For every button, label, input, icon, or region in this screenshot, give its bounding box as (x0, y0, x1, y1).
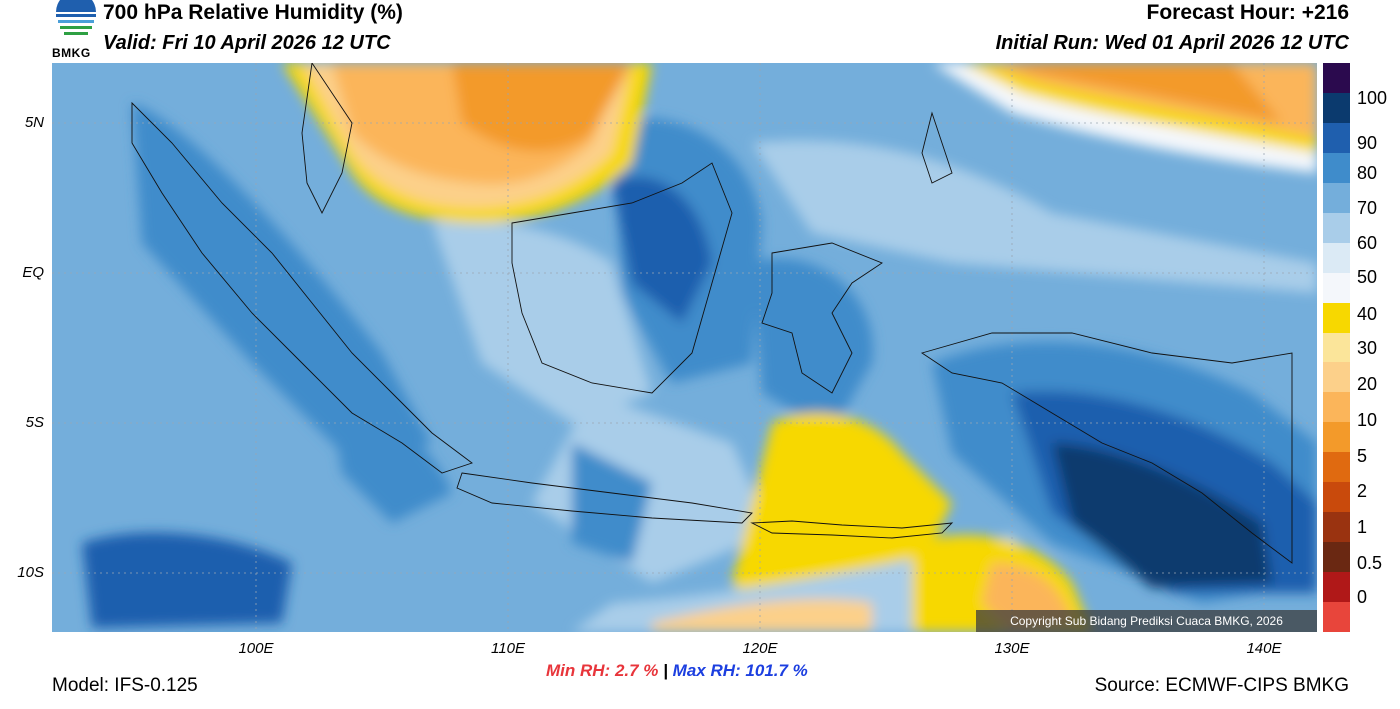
lat-label-5n: 5N (24, 114, 44, 131)
java-outline (456, 472, 753, 524)
colorbar-segment (1323, 63, 1350, 94)
colorbar-segment (1323, 422, 1350, 453)
colorbar-segment (1323, 272, 1350, 304)
borneo-outline (511, 162, 733, 394)
papua-outline (920, 332, 1293, 564)
coastlines (131, 63, 1293, 564)
colorbar-label: 90 (1357, 133, 1378, 153)
colorbar-label: 40 (1357, 304, 1378, 324)
humidity-field (82, 63, 1317, 632)
colorbar-label: 5 (1357, 446, 1368, 466)
lon-label-130e: 130E (994, 640, 1030, 657)
map-title: 700 hPa Relative Humidity (%) (103, 1, 403, 24)
nusa-tenggara-outline (750, 520, 954, 539)
initial-run: Initial Run: Wed 01 April 2026 12 UTC (995, 32, 1349, 54)
model-label: Model: IFS-0.125 (52, 675, 198, 696)
colorbar-segment (1323, 302, 1350, 334)
colorbar-label: 70 (1357, 198, 1378, 218)
colorbar-segment (1323, 452, 1350, 483)
source-label: Source: ECMWF-CIPS BMKG (1094, 675, 1349, 696)
colorbar-segment (1323, 212, 1350, 244)
colorbar-segment (1323, 362, 1350, 393)
sulawesi-outline (761, 242, 883, 394)
lon-label-120e: 120E (742, 640, 778, 657)
lon-label-110e: 110E (491, 640, 525, 657)
lon-label-100e: 100E (238, 640, 274, 657)
colorbar-segment (1323, 542, 1350, 573)
colorbar-label: 0 (1357, 587, 1368, 607)
copyright-notice: Copyright Sub Bidang Prediksi Cuaca BMKG… (976, 610, 1317, 632)
colorbar-label: 50 (1357, 267, 1378, 287)
rh-stats: Min RH: 2.7 % | Max RH: 101.7 % (546, 661, 808, 681)
malay-peninsula-outline (301, 63, 353, 215)
humidity-map (52, 63, 1317, 632)
max-rh-value: 101.7 % (745, 661, 808, 680)
colorbar-label: 1 (1357, 517, 1368, 537)
max-rh-label: Max RH: (672, 661, 741, 680)
colorbar-segment (1323, 152, 1350, 184)
bmkg-logo (56, 0, 96, 40)
philippines-outline (921, 111, 953, 184)
colorbar-segment (1323, 572, 1350, 603)
colorbar-segment (1323, 602, 1350, 633)
colorbar-segment (1323, 482, 1350, 513)
colorbar-segment (1323, 512, 1350, 543)
colorbar-segment (1323, 182, 1350, 214)
colorbar (1323, 63, 1350, 633)
colorbar-segment (1323, 392, 1350, 423)
lat-label-eq: EQ (22, 264, 44, 281)
colorbar-label: 60 (1357, 233, 1378, 253)
lat-label-5s: 5S (25, 414, 44, 431)
forecast-hour: Forecast Hour: +216 (1146, 1, 1350, 24)
colorbar-label: 100 (1357, 88, 1388, 108)
colorbar-segment (1323, 242, 1350, 274)
colorbar-label: 80 (1357, 163, 1378, 183)
colorbar-label: 30 (1357, 338, 1378, 358)
colorbar-segment (1323, 122, 1350, 154)
sumatra-outline (131, 101, 473, 474)
valid-time: Valid: Fri 10 April 2026 12 UTC (103, 32, 391, 54)
colorbar-label: 10 (1357, 410, 1378, 430)
colorbar-segment (1323, 332, 1350, 363)
colorbar-label: 2 (1357, 481, 1368, 501)
lat-label-10s: 10S (17, 564, 44, 581)
lon-label-140e: 140E (1246, 640, 1282, 657)
logo-text: BMKG (52, 46, 91, 60)
min-rh-value: 2.7 % (614, 661, 659, 680)
colorbar-label: 20 (1357, 374, 1378, 394)
colorbar-label: 0.5 (1357, 553, 1383, 573)
colorbar-segment (1323, 92, 1350, 124)
min-rh-label: Min RH: (546, 661, 611, 680)
stats-separator: | (663, 661, 668, 680)
grid-lines (52, 63, 1317, 632)
